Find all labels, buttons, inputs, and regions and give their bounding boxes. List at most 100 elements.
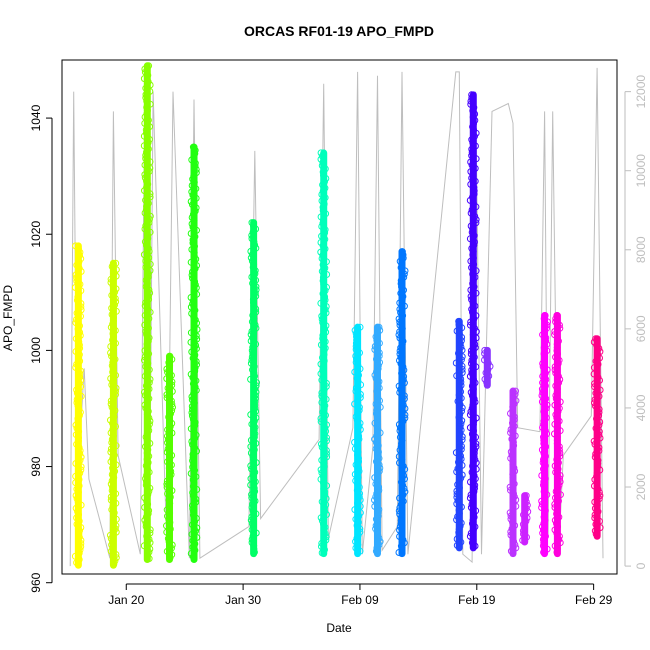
data-point <box>141 372 149 380</box>
data-point <box>470 187 478 195</box>
data-point <box>193 361 200 369</box>
data-point <box>74 402 82 410</box>
data-point <box>458 324 466 332</box>
data-point <box>458 365 466 373</box>
data-point <box>73 495 81 503</box>
data-point <box>247 516 255 524</box>
data-point <box>110 509 118 517</box>
data-point <box>75 290 83 298</box>
data-point <box>373 477 381 485</box>
data-point <box>320 527 328 534</box>
data-point <box>399 376 407 384</box>
data-point <box>323 450 330 458</box>
data-point <box>322 411 329 419</box>
data-point <box>322 501 330 509</box>
data-point <box>76 328 84 336</box>
data-point <box>467 222 475 230</box>
flight-series-18 <box>590 335 604 540</box>
data-point <box>317 418 325 426</box>
data-point <box>552 411 560 419</box>
y2-tick-label: 2000 <box>634 473 648 500</box>
data-point <box>250 260 258 268</box>
data-point <box>251 289 259 297</box>
data-point <box>248 535 256 543</box>
data-point <box>468 404 476 412</box>
data-point <box>508 435 516 443</box>
data-point <box>187 258 195 266</box>
data-point <box>146 212 154 220</box>
data-point <box>456 340 464 348</box>
data-point <box>145 315 153 323</box>
data-point <box>146 308 154 316</box>
series-layer <box>71 62 604 569</box>
data-point <box>146 190 154 198</box>
data-point <box>191 162 199 170</box>
data-point <box>551 500 559 508</box>
data-point <box>374 381 382 389</box>
data-point <box>73 386 81 394</box>
data-point <box>472 443 480 451</box>
data-point <box>453 516 461 524</box>
data-point <box>595 444 603 452</box>
data-point <box>112 554 120 562</box>
data-point <box>164 445 172 453</box>
flight-series-4 <box>163 352 176 563</box>
data-point <box>75 341 83 349</box>
data-point <box>163 391 171 399</box>
data-point <box>146 193 154 201</box>
data-point <box>187 338 195 346</box>
y-tick-label: 1020 <box>29 221 43 248</box>
data-point <box>594 460 602 468</box>
data-point <box>400 472 407 480</box>
data-point <box>539 388 547 396</box>
data-point <box>472 440 480 448</box>
data-point <box>141 225 149 233</box>
data-point <box>188 188 196 196</box>
data-point <box>397 501 405 508</box>
data-point <box>510 400 518 408</box>
data-point <box>252 305 260 313</box>
data-point <box>188 412 196 420</box>
data-point <box>192 345 200 353</box>
data-point <box>249 366 256 374</box>
data-point <box>591 399 598 407</box>
data-point <box>399 251 407 259</box>
data-point <box>164 535 172 543</box>
data-point <box>468 94 476 102</box>
data-point <box>142 126 150 134</box>
data-point <box>397 385 405 393</box>
data-point <box>468 296 476 304</box>
data-point <box>142 299 150 307</box>
data-point <box>319 277 327 285</box>
data-point <box>551 366 559 374</box>
data-point <box>141 238 149 246</box>
data-point <box>596 376 603 384</box>
data-point <box>77 463 85 471</box>
flight-series-17 <box>551 312 564 558</box>
data-point <box>553 545 561 553</box>
data-point <box>519 536 527 544</box>
data-point <box>509 477 517 485</box>
data-point <box>355 406 363 414</box>
data-point <box>251 241 259 249</box>
data-point <box>251 321 259 329</box>
data-point <box>112 387 119 395</box>
data-point <box>353 374 361 382</box>
flight-series-12 <box>466 91 480 552</box>
data-point <box>188 220 196 228</box>
data-point <box>318 376 326 384</box>
data-point <box>553 548 561 556</box>
data-point <box>187 329 195 337</box>
data-point <box>373 518 381 526</box>
data-point <box>319 219 327 227</box>
data-point <box>591 527 599 535</box>
data-point <box>248 231 256 239</box>
data-point <box>323 434 330 442</box>
data-point <box>191 418 199 426</box>
data-point <box>165 442 173 450</box>
data-point <box>457 519 465 527</box>
data-point <box>145 395 153 403</box>
data-point <box>318 440 325 448</box>
data-point <box>109 378 117 386</box>
data-point <box>483 378 491 386</box>
